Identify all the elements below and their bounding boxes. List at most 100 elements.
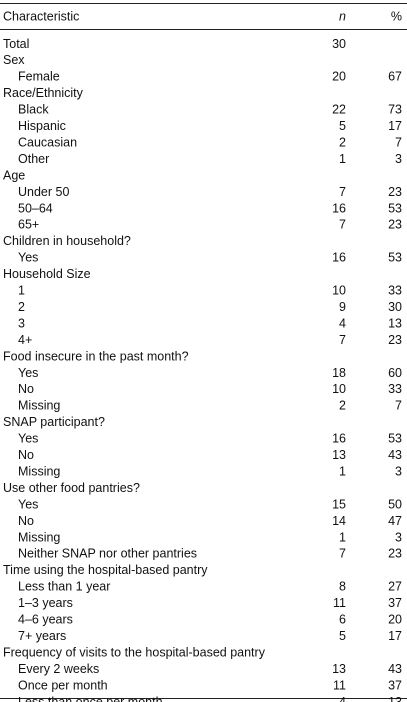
row-label: Total: [3, 37, 29, 51]
row-label: Missing: [18, 399, 60, 413]
row-label: Missing: [18, 464, 60, 478]
row-label: Every 2 weeks: [18, 662, 99, 676]
row-label: Less than once per month: [18, 695, 163, 702]
row-label: Children in household?: [3, 234, 131, 248]
pct-cell: 47: [388, 514, 402, 528]
row-label: 1: [18, 284, 25, 298]
row-label: Food insecure in the past month?: [3, 349, 189, 363]
n-cell: 16: [332, 251, 346, 265]
n-cell: 4: [339, 316, 346, 330]
row-label: Under 50: [18, 185, 69, 199]
pct-cell: 3: [395, 464, 402, 478]
row-label: Yes: [18, 497, 38, 511]
row-label: Yes: [18, 366, 38, 380]
row-label: Yes: [18, 251, 38, 265]
pct-cell: 60: [388, 366, 402, 380]
header-cell: Characteristic: [3, 9, 79, 23]
pct-cell: 27: [388, 580, 402, 594]
n-cell: 5: [339, 119, 346, 133]
row-label: Yes: [18, 432, 38, 446]
pct-cell: 3: [395, 152, 402, 166]
n-cell: 8: [339, 580, 346, 594]
n-cell: 9: [339, 300, 346, 314]
n-cell: 18: [332, 366, 346, 380]
row-label: Caucasian: [18, 135, 77, 149]
row-label: Black: [18, 103, 49, 117]
pct-cell: 43: [388, 448, 402, 462]
row-label: No: [18, 514, 34, 528]
pct-cell: 37: [388, 596, 402, 610]
pct-cell: 67: [388, 70, 402, 84]
n-cell: 20: [332, 70, 346, 84]
row-label: Less than 1 year: [18, 580, 110, 594]
n-cell: 2: [339, 135, 346, 149]
n-cell: 14: [332, 514, 346, 528]
row-label: 4+: [18, 333, 32, 347]
row-label: SNAP participant?: [3, 415, 105, 429]
n-cell: 7: [339, 333, 346, 347]
pct-cell: 43: [388, 662, 402, 676]
pct-cell: 23: [388, 218, 402, 232]
pct-cell: 17: [388, 629, 402, 643]
row-label: Other: [18, 152, 49, 166]
pct-cell: 20: [388, 613, 402, 627]
row-label: 4–6 years: [18, 613, 73, 627]
pct-cell: 23: [388, 185, 402, 199]
n-cell: 1: [339, 464, 346, 478]
pct-cell: 33: [388, 284, 402, 298]
row-label: 65+: [18, 218, 39, 232]
pct-cell: 23: [388, 547, 402, 561]
row-label: 7+ years: [18, 629, 66, 643]
pct-cell: 73: [388, 103, 402, 117]
header-cell: %: [391, 9, 402, 23]
row-label: Race/Ethnicity: [3, 86, 84, 100]
n-cell: 5: [339, 629, 346, 643]
pct-cell: 37: [388, 678, 402, 692]
pct-cell: 53: [388, 201, 402, 215]
row-label: Sex: [3, 53, 25, 67]
row-label: No: [18, 448, 34, 462]
row-label: Hispanic: [18, 119, 66, 133]
row-label: No: [18, 382, 34, 396]
row-label: Use other food pantries?: [3, 481, 140, 495]
n-cell: 7: [339, 185, 346, 199]
n-cell: 10: [332, 382, 346, 396]
row-label: 3: [18, 316, 25, 330]
row-label: Time using the hospital-based pantry: [3, 563, 208, 577]
row-label: Household Size: [3, 267, 91, 281]
n-cell: 10: [332, 284, 346, 298]
row-label: Once per month: [18, 678, 108, 692]
n-cell: 15: [332, 497, 346, 511]
n-cell: 1: [339, 530, 346, 544]
row-label: 1–3 years: [18, 596, 73, 610]
pct-cell: 30: [388, 300, 402, 314]
row-label: Neither SNAP nor other pantries: [18, 547, 197, 561]
n-cell: 7: [339, 218, 346, 232]
n-cell: 13: [332, 448, 346, 462]
pct-cell: 3: [395, 530, 402, 544]
n-cell: 22: [332, 103, 346, 117]
row-label: Missing: [18, 530, 60, 544]
pct-cell: 53: [388, 251, 402, 265]
pct-cell: 13: [388, 316, 402, 330]
n-cell: 16: [332, 201, 346, 215]
pct-cell: 17: [388, 119, 402, 133]
pct-cell: 7: [395, 135, 402, 149]
pct-cell: 53: [388, 432, 402, 446]
row-label: 2: [18, 300, 25, 314]
n-cell: 6: [339, 613, 346, 627]
row-label: Age: [3, 168, 25, 182]
n-cell: 4: [339, 695, 346, 702]
pct-cell: 7: [395, 399, 402, 413]
pct-cell: 23: [388, 333, 402, 347]
row-label: Frequency of visits to the hospital-base…: [3, 645, 266, 659]
n-cell: 11: [333, 596, 346, 610]
row-label: Female: [18, 70, 60, 84]
pct-cell: 13: [388, 695, 402, 702]
n-cell: 16: [332, 432, 346, 446]
n-cell: 13: [332, 662, 346, 676]
header-cell: n: [339, 9, 346, 23]
n-cell: 11: [333, 678, 346, 692]
